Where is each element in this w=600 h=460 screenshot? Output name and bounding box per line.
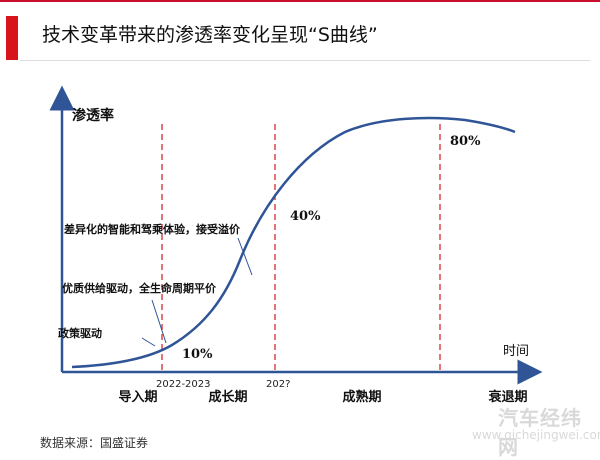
x-axis-label: 时间: [503, 344, 529, 359]
boundary-label-2: 202?: [266, 379, 290, 390]
penetration-label-10: 10%: [182, 347, 213, 362]
driver-label-supply: 优质供给驱动，全生命周期平价: [62, 281, 217, 295]
phase-label-growth: 成长期: [208, 389, 247, 405]
title-accent-block: [6, 16, 18, 60]
penetration-label-40: 40%: [290, 209, 321, 224]
phase-label-introduction: 导入期: [118, 390, 157, 405]
top-accent-bar: [0, 0, 600, 2]
boundary-label-1: 2022-2023: [156, 379, 211, 390]
driver-leader-experience: [237, 237, 253, 276]
phase-label-maturity: 成熟期: [342, 389, 381, 405]
driver-leader-policy: [141, 337, 156, 347]
y-axis-label: 渗透率: [72, 107, 114, 124]
title-divider: [20, 60, 590, 61]
data-source-note: 数据来源：国盛证券: [40, 436, 149, 450]
watermark-url: www.qichejingwei.com: [472, 428, 600, 442]
page-title: 技术变革带来的渗透率变化呈现“S曲线”: [42, 24, 378, 46]
penetration-label-80: 80%: [450, 134, 481, 149]
s-curve: [71, 116, 516, 369]
driver-leader-supply: [151, 299, 167, 344]
driver-label-experience: 差异化的智能和驾乘体验，接受溢价: [64, 222, 241, 236]
phase-label-decline: 衰退期: [487, 389, 527, 405]
driver-label-policy: 政策驱动: [58, 326, 102, 340]
watermark-brand: 汽车经纬网: [498, 406, 582, 459]
